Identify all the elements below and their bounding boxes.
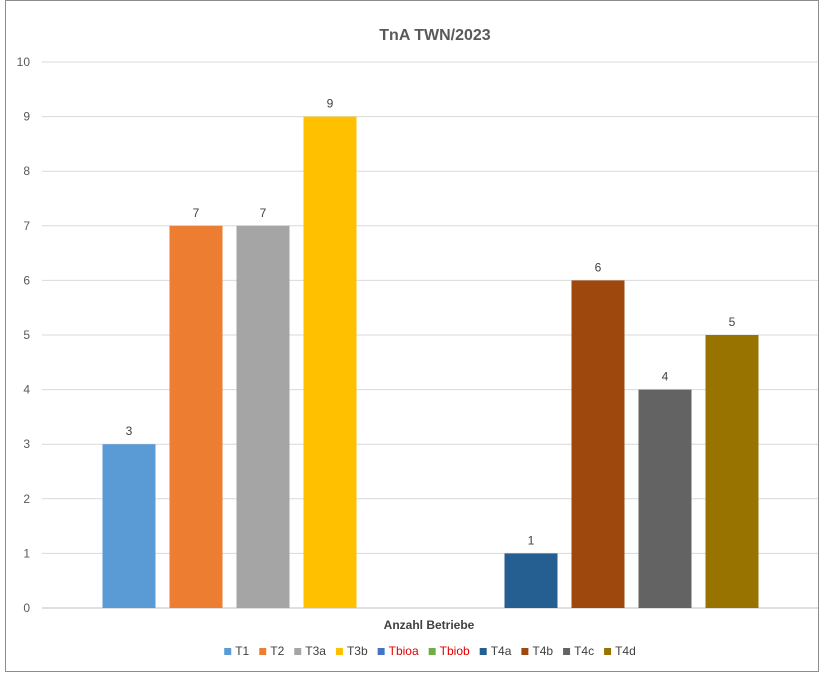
legend-swatch — [604, 648, 612, 655]
chart-title: TnA TWN/2023 — [379, 27, 491, 44]
bar-t2 — [169, 225, 223, 609]
y-tick-label: 6 — [23, 273, 30, 287]
y-tick-label: 0 — [23, 601, 30, 615]
y-axis-tick-labels: 0 1 2 3 4 5 6 7 8 9 10 — [17, 55, 31, 615]
data-label-t4a: 1 — [528, 533, 535, 547]
y-tick-label: 10 — [17, 55, 31, 69]
legend-swatch — [259, 648, 267, 655]
legend-label: T3b — [347, 644, 368, 658]
bar-t4d — [705, 335, 759, 608]
data-label-t4d: 5 — [729, 315, 736, 329]
legend-label: T4d — [615, 644, 636, 658]
legend-swatch — [224, 648, 232, 655]
bar-t3a — [236, 225, 290, 609]
legend-item-tbiob: Tbiob — [428, 644, 470, 658]
legend-label: Tbiob — [440, 644, 470, 658]
legend-item-t4b: T4b — [521, 644, 553, 658]
data-label-t4b: 6 — [595, 260, 602, 274]
bar-t4c — [638, 389, 692, 608]
legend-swatch — [335, 648, 343, 655]
data-label-t1: 3 — [126, 424, 133, 438]
bar-t1 — [102, 444, 156, 608]
legend: T1 T2 T3a T3b Tbioa Tbiob T4a T4b T4c T4d — [224, 644, 636, 658]
legend-item-t1: T1 — [224, 644, 250, 658]
y-tick-label: 9 — [23, 110, 30, 124]
legend-item-tbioa: Tbioa — [377, 644, 419, 658]
y-tick-label: 4 — [23, 383, 30, 397]
legend-label: T2 — [270, 644, 284, 658]
legend-label: T4c — [574, 644, 594, 658]
data-label-t3b: 9 — [327, 97, 334, 111]
y-tick-label: 8 — [23, 164, 30, 178]
data-labels: 3 7 7 9 1 6 4 5 — [126, 97, 736, 548]
legend-item-t3a: T3a — [294, 644, 326, 658]
legend-label: T4b — [532, 644, 553, 658]
bar-t4a — [504, 553, 558, 608]
legend-swatch — [428, 648, 436, 655]
legend-swatch — [479, 648, 487, 655]
legend-swatch — [377, 648, 385, 655]
legend-label: T1 — [235, 644, 249, 658]
legend-item-t4a: T4a — [479, 644, 512, 658]
legend-item-t4d: T4d — [604, 644, 636, 658]
y-tick-label: 2 — [23, 492, 30, 506]
x-axis-label: Anzahl Betriebe — [384, 618, 475, 632]
y-tick-label: 3 — [23, 437, 30, 451]
data-label-t4c: 4 — [662, 370, 669, 384]
legend-swatch — [294, 648, 302, 655]
y-tick-label: 7 — [23, 219, 30, 233]
legend-label: Tbioa — [389, 644, 419, 658]
y-tick-label: 5 — [23, 328, 30, 342]
legend-swatch — [563, 648, 571, 655]
bar-t4b — [571, 280, 625, 608]
legend-item-t4c: T4c — [563, 644, 594, 658]
legend-item-t2: T2 — [259, 644, 285, 658]
y-tick-label: 1 — [23, 546, 30, 560]
legend-label: T3a — [305, 644, 326, 658]
data-label-t3a: 7 — [260, 206, 267, 220]
legend-item-t3b: T3b — [335, 644, 368, 658]
bars — [102, 116, 759, 609]
bar-t3b — [303, 116, 357, 608]
legend-swatch — [521, 648, 529, 655]
legend-label: T4a — [491, 644, 512, 658]
data-label-t2: 7 — [193, 206, 200, 220]
